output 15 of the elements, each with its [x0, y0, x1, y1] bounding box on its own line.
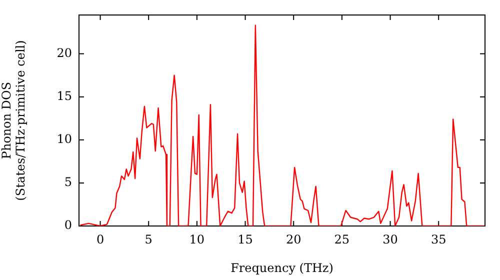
y-tick-label: 15: [56, 88, 72, 103]
y-axis-title: Phonon DOS (States/THz·primitive cell): [0, 40, 28, 201]
y-tick-label: 20: [56, 46, 72, 60]
x-tick-label: 0: [96, 232, 104, 246]
x-tick-label: 25: [334, 232, 350, 246]
y-tick-label: 0: [64, 218, 72, 232]
x-tick-label: 10: [189, 232, 205, 246]
x-axis-title: Frequency (THz): [230, 260, 334, 275]
x-tick-label: 20: [286, 232, 302, 246]
x-tick-label: 5: [144, 232, 152, 246]
y-tick-label: 5: [64, 175, 72, 190]
y-tick-label: 10: [56, 132, 72, 146]
x-tick-label: 35: [430, 232, 446, 246]
x-tick-label: 15: [238, 232, 253, 246]
x-tick-label: 30: [382, 232, 398, 246]
